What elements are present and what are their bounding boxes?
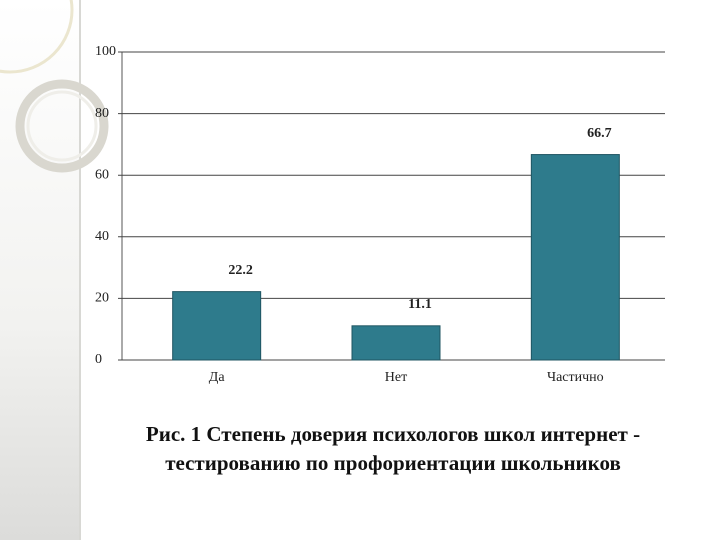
y-tick-label: 60 bbox=[95, 167, 109, 182]
value-label: 66.7 bbox=[587, 126, 612, 141]
y-tick-label: 20 bbox=[95, 291, 109, 306]
y-tick-label: 100 bbox=[95, 44, 116, 59]
y-tick-label: 40 bbox=[95, 229, 109, 244]
decor-circle bbox=[0, 0, 74, 74]
bar bbox=[172, 291, 262, 361]
chart-title: Рис. 1 Степень доверия психологов школ и… bbox=[145, 422, 641, 475]
bar bbox=[351, 325, 441, 361]
x-tick-label: Частично bbox=[547, 370, 604, 385]
x-tick-label: Да bbox=[209, 370, 226, 385]
x-tick-label: Нет bbox=[385, 370, 407, 385]
value-label: 22.2 bbox=[228, 263, 253, 278]
y-tick-label: 80 bbox=[95, 106, 109, 121]
y-tick-label: 0 bbox=[95, 352, 102, 367]
value-label: 11.1 bbox=[408, 297, 432, 312]
decor-circle bbox=[15, 79, 109, 173]
bar bbox=[530, 154, 620, 361]
decor-circle bbox=[26, 90, 98, 162]
